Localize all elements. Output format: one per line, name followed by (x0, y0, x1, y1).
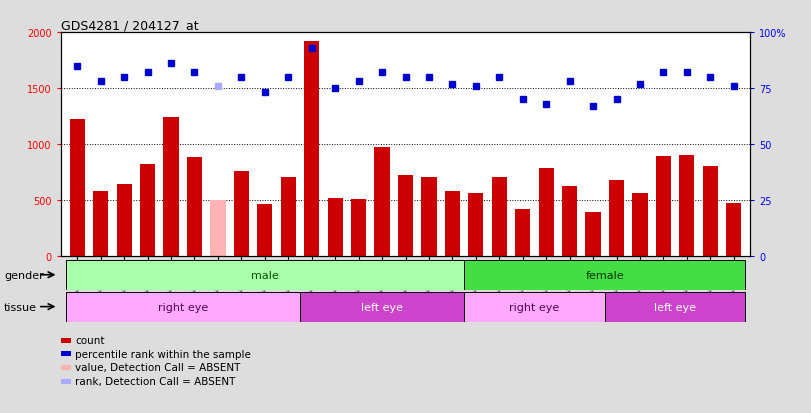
Bar (680, 156, 694, 256)
Bar (210, 200, 225, 256)
Bar (281, 178, 296, 256)
Bar (375, 148, 389, 256)
Bar (117, 185, 131, 256)
Bar (702, 167, 718, 256)
Bar (464, 260, 745, 290)
Bar (66, 260, 464, 290)
Bar (300, 292, 464, 322)
Bar (140, 165, 155, 256)
Bar (328, 198, 343, 256)
Bar (562, 187, 577, 256)
Bar (70, 120, 85, 256)
Text: gender: gender (4, 270, 44, 280)
Bar (468, 194, 483, 256)
Bar (464, 292, 605, 322)
Bar (444, 191, 460, 256)
Bar (539, 169, 554, 256)
Bar (586, 213, 601, 256)
Text: GDS4281 / 204127_at: GDS4281 / 204127_at (61, 19, 199, 32)
Text: value, Detection Call = ABSENT: value, Detection Call = ABSENT (75, 363, 241, 373)
Bar (351, 199, 367, 256)
Bar (257, 205, 272, 256)
Bar (93, 191, 109, 256)
Bar (187, 158, 202, 256)
Bar (422, 178, 436, 256)
Bar (66, 292, 300, 322)
Text: right eye: right eye (157, 302, 208, 312)
Bar (609, 180, 624, 256)
Text: tissue: tissue (4, 302, 37, 312)
Text: male: male (251, 270, 279, 280)
Bar (656, 157, 671, 256)
Bar (398, 176, 413, 256)
Bar (515, 209, 530, 256)
Bar (234, 171, 249, 256)
Text: left eye: left eye (361, 302, 403, 312)
Text: left eye: left eye (654, 302, 696, 312)
Bar (491, 178, 507, 256)
Text: count: count (75, 335, 105, 345)
Bar (304, 42, 320, 256)
Bar (605, 292, 745, 322)
Bar (726, 204, 741, 256)
Bar (633, 194, 648, 256)
Text: right eye: right eye (509, 302, 560, 312)
Text: percentile rank within the sample: percentile rank within the sample (75, 349, 251, 359)
Text: rank, Detection Call = ABSENT: rank, Detection Call = ABSENT (75, 376, 236, 386)
Bar (163, 118, 178, 256)
Text: female: female (586, 270, 624, 280)
